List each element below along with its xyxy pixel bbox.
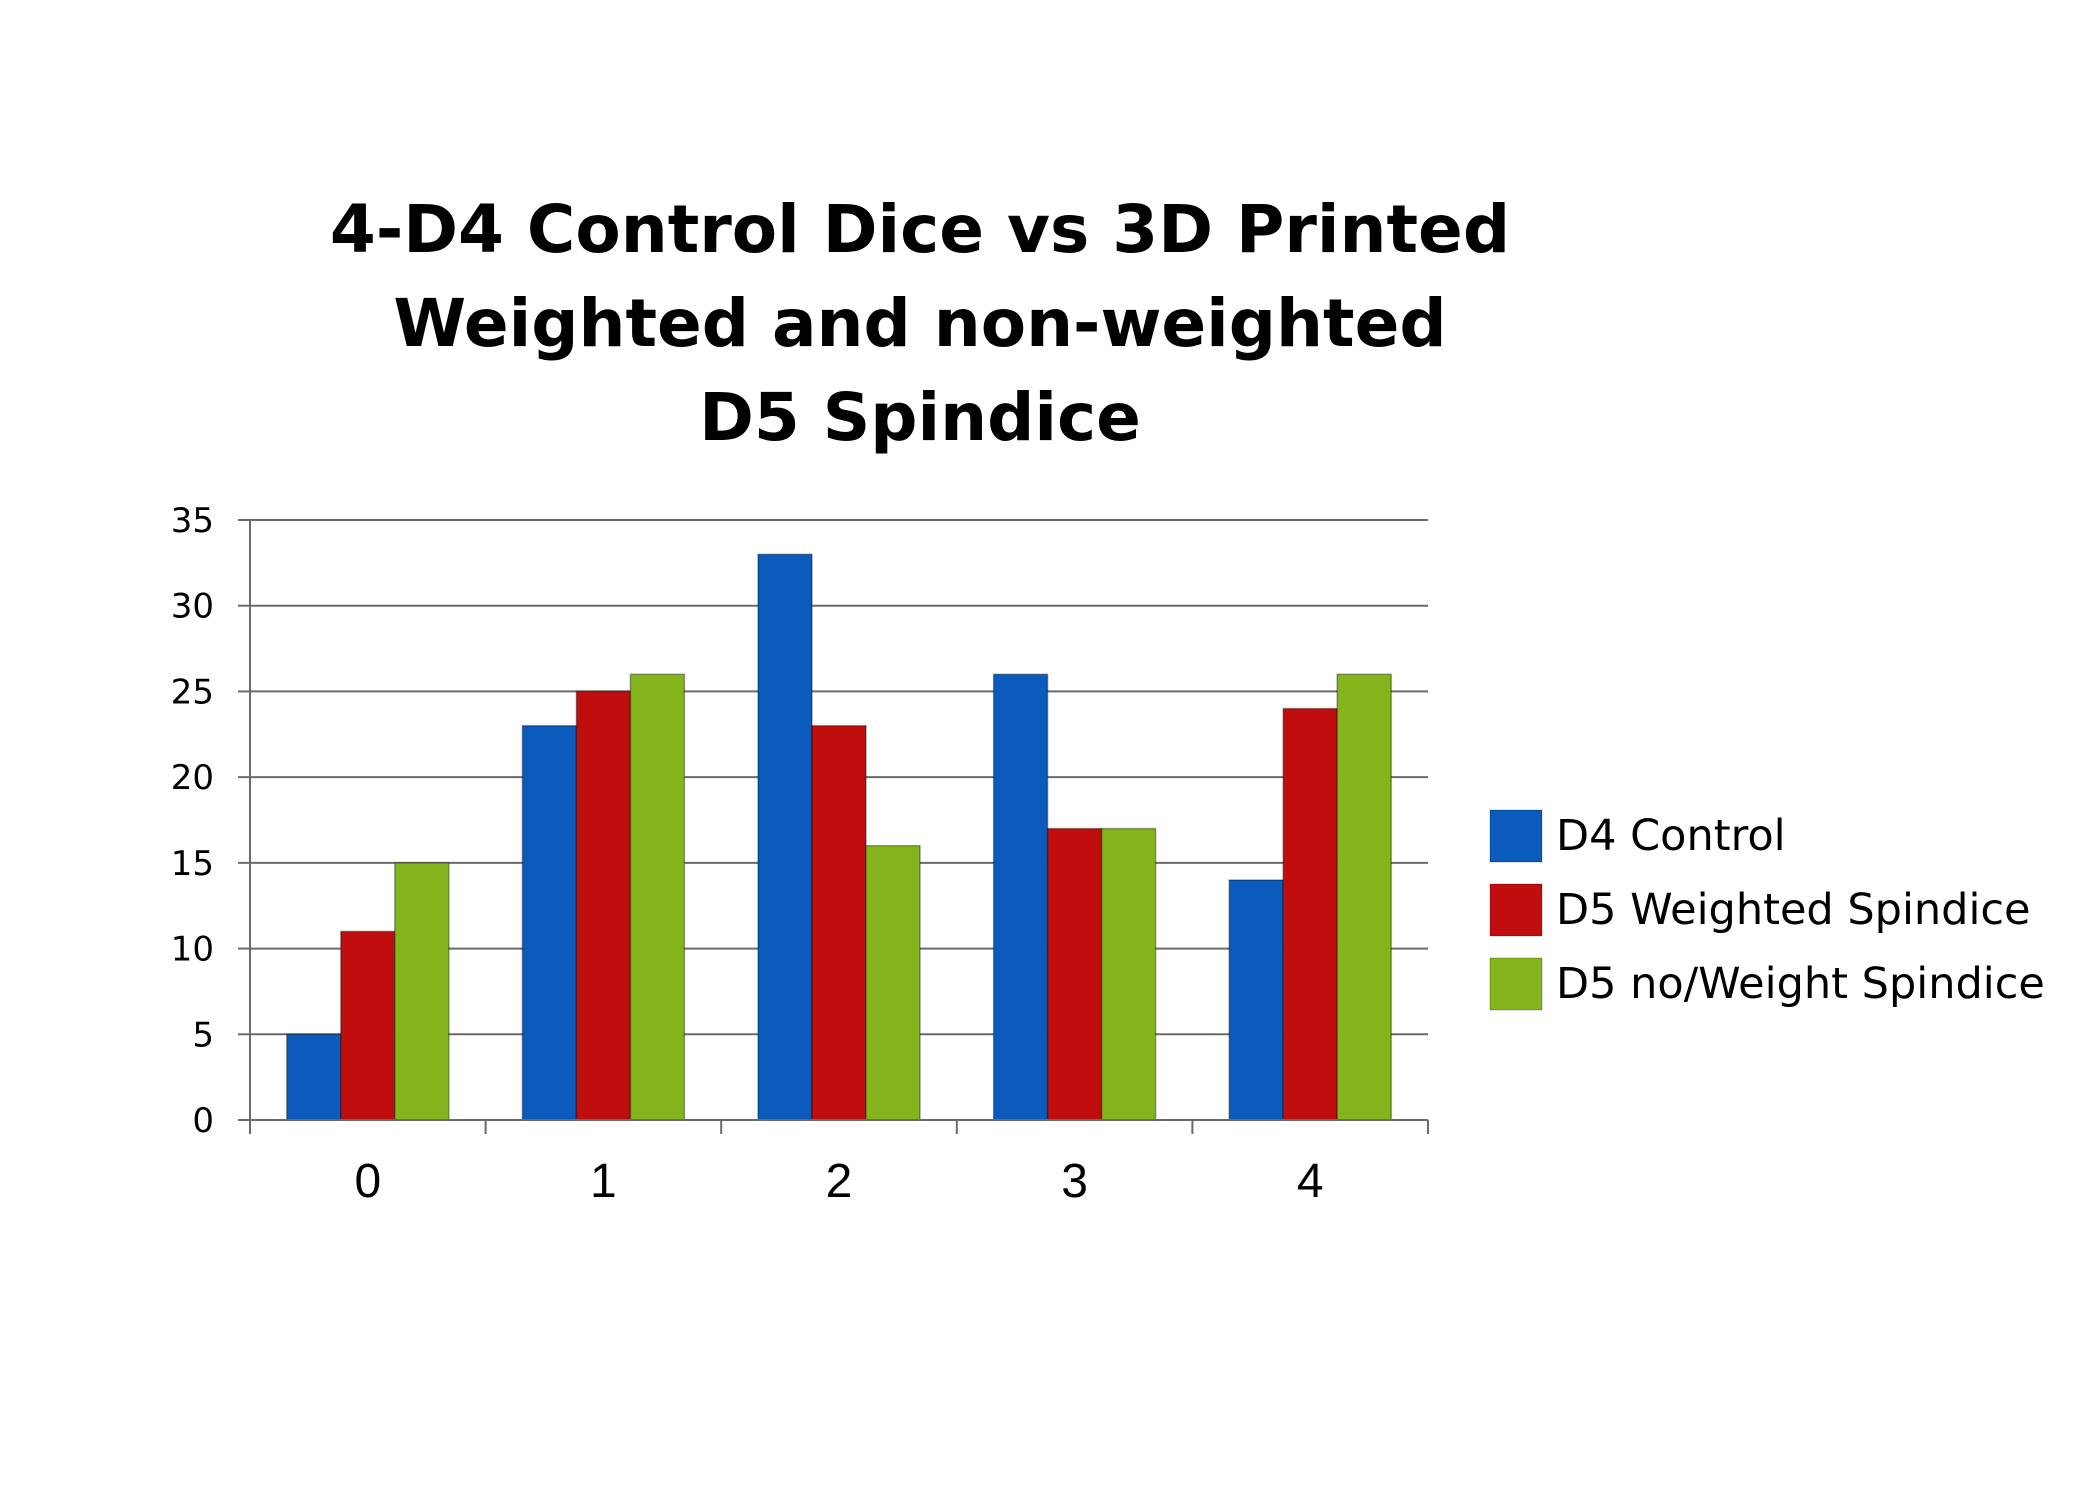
bar-d4-control-4 — [1228, 879, 1284, 1121]
bar-d5-no-weight-spindice-2 — [865, 844, 921, 1121]
x-tick-label: 0 — [354, 1155, 381, 1208]
axes — [238, 519, 1429, 1134]
x-tick-label: 2 — [826, 1155, 853, 1208]
legend-swatch — [1489, 809, 1543, 863]
bar-d5-weighted-spindice-4 — [1282, 707, 1338, 1121]
y-tick-label: 20 — [171, 758, 214, 798]
y-tick-label: 10 — [171, 930, 214, 970]
y-tick-label: 35 — [171, 501, 214, 541]
bar-d4-control-1 — [521, 724, 578, 1121]
legend-swatch — [1489, 883, 1543, 937]
bar-d5-no-weight-spindice-1 — [629, 673, 686, 1121]
bar-d5-no-weight-spindice-4 — [1336, 673, 1392, 1121]
bar-d5-weighted-spindice-3 — [1046, 827, 1103, 1121]
y-tick-label: 15 — [171, 844, 214, 884]
y-tick-label: 30 — [171, 587, 214, 627]
chart-title-line-3: D5 Spindice — [699, 379, 1141, 456]
bar-d4-control-2 — [757, 553, 813, 1121]
bar-d4-control-3 — [992, 673, 1049, 1121]
x-tick-label: 1 — [590, 1155, 617, 1208]
chart-title: 4-D4 Control Dice vs 3D Printed Weighted… — [330, 191, 1510, 456]
bar-d5-no-weight-spindice-0 — [394, 862, 450, 1121]
y-tick-label: 0 — [192, 1101, 214, 1141]
x-tick-label: 3 — [1061, 1155, 1088, 1208]
y-axis-ticks: 0 5 10 15 20 25 30 35 — [171, 501, 214, 1141]
legend-label: D4 Control — [1556, 811, 1786, 861]
bar-d5-weighted-spindice-0 — [340, 930, 396, 1121]
legend-label: D5 Weighted Spindice — [1556, 885, 2031, 935]
bars — [286, 553, 1392, 1121]
chart-title-line-1: 4-D4 Control Dice vs 3D Printed — [330, 191, 1510, 268]
bar-d5-no-weight-spindice-3 — [1100, 827, 1157, 1121]
x-tick-label: 4 — [1297, 1155, 1324, 1208]
bar-d5-weighted-spindice-2 — [811, 724, 867, 1121]
bar-d5-weighted-spindice-1 — [575, 690, 632, 1121]
x-axis-ticks: 0 1 2 3 4 — [354, 1155, 1323, 1208]
legend-label: D5 no/Weight Spindice — [1556, 959, 2045, 1009]
y-tick-label: 5 — [192, 1015, 214, 1055]
chart-title-line-2: Weighted and non-weighted — [393, 285, 1446, 362]
bar-d4-control-0 — [286, 1033, 342, 1121]
legend-swatch — [1489, 957, 1543, 1011]
legend: D4 Control D5 Weighted Spindice D5 no/Weig… — [1489, 809, 2045, 1011]
y-tick-label: 25 — [171, 672, 214, 712]
